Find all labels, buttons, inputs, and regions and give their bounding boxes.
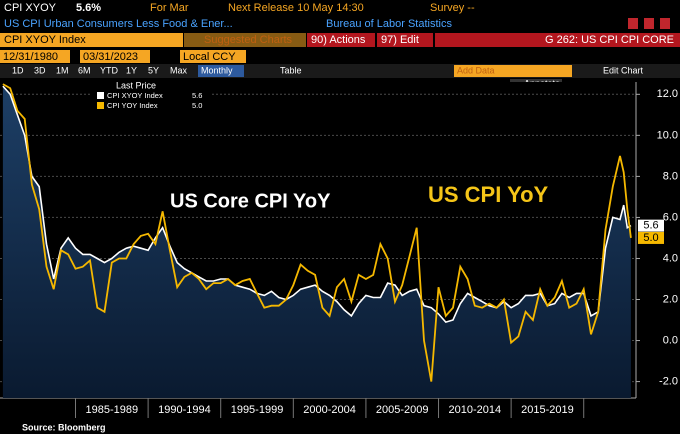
legend-value: 5.6 <box>192 91 202 100</box>
x-tick-label: 1990-1994 <box>158 404 211 416</box>
change: 5.6% <box>76 2 101 14</box>
chart-id-bar <box>435 33 680 47</box>
range-tabs: 1D 3D 1M 6M YTD 1Y 5Y Max <box>12 65 188 75</box>
icon[interactable] <box>628 18 638 29</box>
plot: -2.0 0.0 2.0 4.0 6.0 8.0 10.0 12.0 1985-1989 1990… <box>0 80 678 418</box>
x-tick-label: 2015-2019 <box>521 404 574 416</box>
currency: Local CCY <box>183 51 236 63</box>
edit-chart[interactable]: Edit Chart <box>603 65 644 75</box>
legend-value: 5.0 <box>192 101 202 110</box>
source-org: Bureau of Labor Statistics <box>326 18 452 30</box>
last-price-label: 5.0 <box>643 232 658 244</box>
last-price-badge <box>638 231 664 244</box>
legend-swatch <box>97 102 104 109</box>
y-tick-label: 10.0 <box>657 129 678 141</box>
annotation: US Core CPI YoY <box>170 190 331 212</box>
source: Source: Bloomberg <box>22 422 106 432</box>
annotation: US CPI YoY <box>428 182 549 207</box>
x-tick-label: 1995-1999 <box>231 404 284 416</box>
add-data: Add Data <box>457 65 495 75</box>
suggested-button[interactable] <box>184 33 306 47</box>
legend-label: CPI YOY Index <box>107 101 158 110</box>
currency-field[interactable] <box>180 50 246 63</box>
legend-title: Last Price <box>116 80 156 90</box>
header-bar <box>0 0 680 16</box>
add-data-field[interactable] <box>454 65 572 77</box>
survey: Survey -- <box>430 2 475 14</box>
range-tab[interactable]: 1D <box>12 65 24 75</box>
legend-swatch <box>97 92 104 99</box>
icon[interactable] <box>660 18 670 29</box>
suggested: Suggested Charts <box>204 34 293 46</box>
y-tick-label: 6.0 <box>663 211 678 223</box>
range-tab[interactable]: 6M <box>78 65 91 75</box>
edit: 97) Edit <box>381 34 419 46</box>
period: For Mar <box>150 2 189 14</box>
end-date: 03/31/2023 <box>83 51 138 63</box>
range-tab[interactable]: 1Y <box>126 65 137 75</box>
legend-label: CPI XYOY Index <box>107 91 163 100</box>
range-tab[interactable]: Max <box>170 65 188 75</box>
security-field[interactable] <box>0 33 183 47</box>
edit-button[interactable] <box>377 33 433 47</box>
range-tab[interactable]: 5Y <box>148 65 159 75</box>
chart-id: G 262: US CPI CPI CORE <box>545 34 674 46</box>
y-tick-label: 12.0 <box>657 88 678 100</box>
ticker: CPI XYOY <box>4 2 57 14</box>
frequency-tab[interactable] <box>198 65 244 77</box>
y-tick-label: -2.0 <box>659 375 678 387</box>
range-tab[interactable]: 3D <box>34 65 46 75</box>
x-tick-label: 2010-2014 <box>449 404 502 416</box>
x-tick-label: 1985-1989 <box>86 404 139 416</box>
table[interactable]: Table <box>280 65 302 75</box>
end-date-field[interactable] <box>80 50 150 63</box>
last-price-badge <box>638 219 664 232</box>
area <box>2 86 631 398</box>
range-tab[interactable]: 1M <box>56 65 69 75</box>
security: CPI XYOY Index <box>4 34 86 46</box>
y-tick-label: 8.0 <box>663 170 678 182</box>
x-tick-label: 2000-2004 <box>303 404 356 416</box>
next-release: Next Release 10 May 14:30 <box>228 2 364 14</box>
line <box>2 85 632 324</box>
y-tick-label: 2.0 <box>663 293 678 305</box>
x-tick-label: 2005-2009 <box>376 404 429 416</box>
frequency: Monthly <box>201 65 233 75</box>
icon[interactable] <box>644 18 654 29</box>
actions: 90) Actions <box>311 34 366 46</box>
line <box>2 83 632 382</box>
start-date: 12/31/1980 <box>3 51 58 63</box>
y-tick-label: 0.0 <box>663 334 678 346</box>
description: US CPI Urban Consumers Less Food & Ener.… <box>4 18 233 30</box>
legend-box <box>92 80 210 114</box>
actions-button[interactable] <box>307 33 375 47</box>
range-tab[interactable]: YTD <box>100 65 119 75</box>
start-date-field[interactable] <box>0 50 70 63</box>
y-tick-label: 4.0 <box>663 252 678 264</box>
last-price-label: 5.6 <box>643 220 658 232</box>
